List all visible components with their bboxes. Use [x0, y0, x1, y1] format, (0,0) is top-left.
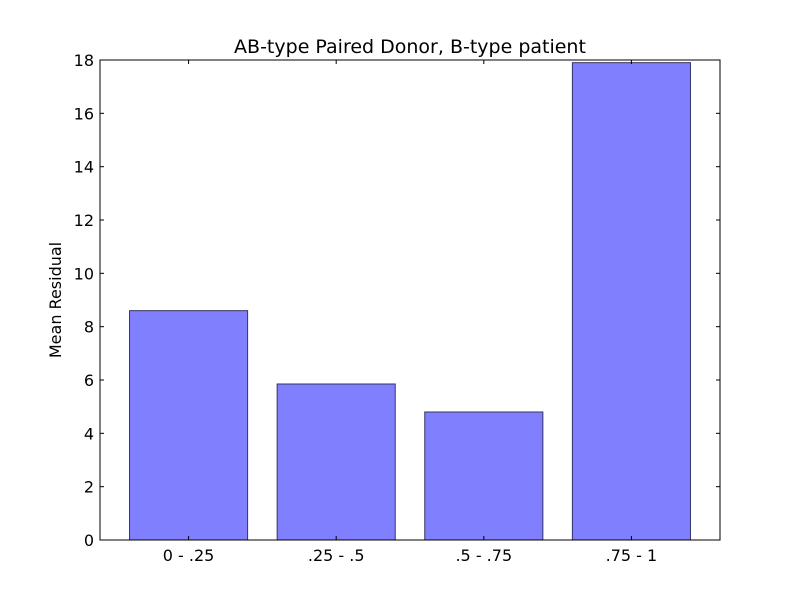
y-tick-label: 18: [74, 51, 94, 70]
x-tick-label: 0 - .25: [163, 546, 215, 565]
plot-frame: [99, 59, 721, 541]
y-tick-label: 12: [74, 211, 94, 230]
chart-title: AB-type Paired Donor, B-type patient: [234, 36, 586, 58]
y-tick-label: 0: [84, 531, 94, 550]
bars-layer: [129, 62, 691, 541]
y-tick-label: 4: [84, 424, 94, 443]
x-tick-label: .5 - .75: [455, 546, 512, 565]
bar: [424, 411, 544, 541]
bar: [571, 62, 691, 541]
y-axis-label: Mean Residual: [46, 242, 65, 358]
bar: [276, 383, 396, 541]
y-tick-label: 2: [84, 478, 94, 497]
y-tick-label: 6: [84, 371, 94, 390]
x-tick-label: .75 - 1: [606, 546, 658, 565]
ticks-layer: 0 - .25 .25 - .5 .5 - .75 .75 - 1 0 2 4 6 8 10 12 1…: [74, 51, 720, 565]
y-tick-label: 10: [74, 264, 94, 283]
y-tick-label: 14: [74, 158, 94, 177]
y-tick-label: 16: [74, 104, 94, 123]
y-tick-label: 8: [84, 318, 94, 337]
x-tick-label: .25 - .5: [308, 546, 365, 565]
bar: [129, 310, 249, 541]
